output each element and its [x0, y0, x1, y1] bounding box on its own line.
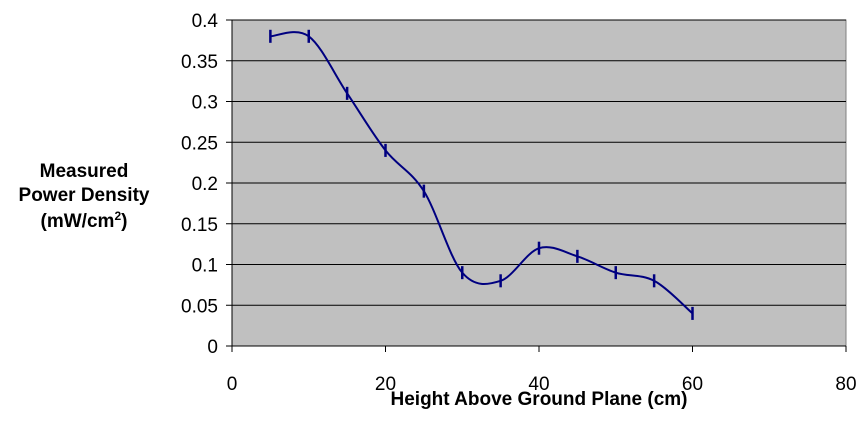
series-group: [269, 29, 694, 320]
y-tick-labels: 0 0.05 0.1 0.15 0.2 0.25 0.3 0.35 0.4: [181, 11, 218, 358]
y-axis-title-line1: Measured: [39, 161, 129, 182]
y-axis-title-superscript: 2: [114, 209, 122, 223]
y-tick-label: 0: [207, 337, 218, 358]
x-tick-label: 0: [227, 374, 238, 395]
x-tick-labels: 0 20 40 60 80: [227, 374, 856, 395]
y-tick-label: 0.15: [181, 215, 218, 236]
y-tick-label: 0.05: [181, 296, 218, 317]
y-tick-label: 0.25: [181, 133, 218, 154]
gridlines: [232, 19, 846, 306]
y-axis-title-line2: Power Density: [18, 185, 150, 206]
y-tick-label: 0.3: [192, 93, 218, 114]
x-tick-label: 80: [835, 374, 856, 395]
axes: [226, 19, 847, 352]
x-axis-title: Height Above Ground Plane (cm): [391, 389, 688, 410]
y-tick-label: 0.4: [192, 11, 219, 32]
y-axis-title-line3: (mW/cm2): [0, 210, 168, 231]
y-tick-label: 0.2: [192, 174, 218, 195]
y-tick-label: 0.1: [192, 256, 218, 277]
y-axis-title-unit: (mW/cm: [40, 211, 115, 232]
y-axis-title-close: ): [121, 211, 128, 232]
y-tick-label: 0.35: [181, 52, 218, 73]
x-tick-label: 40: [528, 374, 549, 395]
x-tick-label: 20: [375, 374, 396, 395]
x-tick-label: 60: [682, 374, 703, 395]
